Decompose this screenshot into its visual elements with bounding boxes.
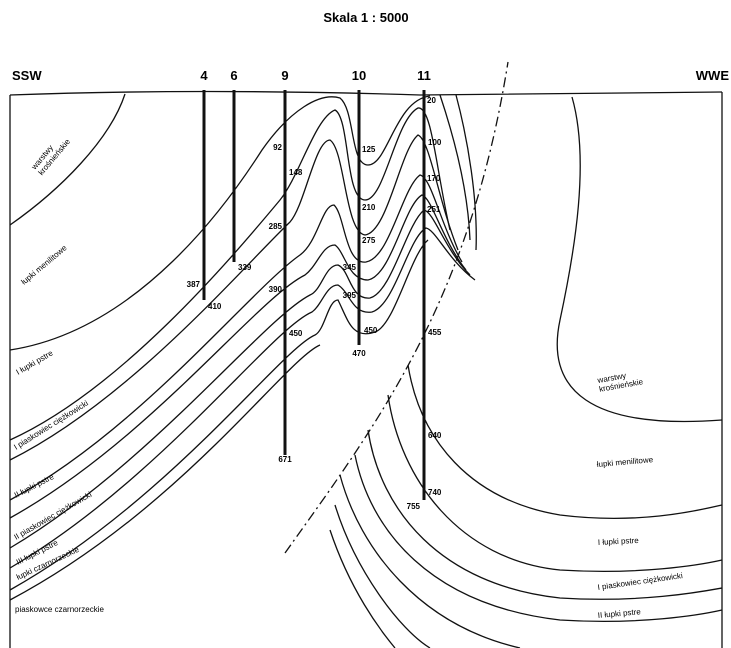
layer-label: II piaskowiec ciężkowicki bbox=[13, 490, 94, 542]
layer-label: I piaskowiec ciężkowicki bbox=[12, 398, 90, 451]
direction-left: SSW bbox=[12, 68, 42, 83]
depth-label: 390 bbox=[269, 285, 283, 294]
layer-label: warstwykrośnieńskie bbox=[596, 368, 644, 394]
depth-label: 92 bbox=[273, 143, 282, 152]
layer-label-line: II piaskowiec ciężkowicki bbox=[13, 490, 94, 542]
layer-label: łupki menilitowe bbox=[596, 455, 654, 469]
depth-label: 100 bbox=[428, 138, 442, 147]
depth-label: 148 bbox=[289, 168, 303, 177]
layer-label-line: piaskowce czarnorzeckie bbox=[15, 605, 104, 614]
layer-label: warstwykrośnieńskie bbox=[29, 131, 72, 178]
layer-label-line: łupki menilitowe bbox=[20, 243, 69, 287]
layer-label-line: I piaskowiec ciężkowicki bbox=[597, 571, 683, 592]
depth-label: 450 bbox=[364, 326, 378, 335]
layer-label-line: I piaskowiec ciężkowicki bbox=[12, 398, 90, 451]
layer-label: I łupki pstre bbox=[598, 536, 640, 547]
depth-label: 387 bbox=[187, 280, 201, 289]
depth-label: 20 bbox=[427, 96, 436, 105]
layer-label-line: II łupki pstre bbox=[597, 607, 641, 620]
well-label: 6 bbox=[230, 68, 237, 83]
title: Skala 1 : 5000 bbox=[323, 10, 408, 25]
depth-label: 339 bbox=[238, 263, 252, 272]
depth-label: 125 bbox=[362, 145, 376, 154]
layer-label-line: I łupki pstre bbox=[598, 536, 640, 547]
cross-section: Skala 1 : 5000 SSW WWE 4 387 410 6 339 9 92 148… bbox=[0, 0, 731, 648]
layer-label-line: II łupki pstre bbox=[13, 472, 56, 500]
well-label: 11 bbox=[417, 68, 431, 83]
direction-right: WWE bbox=[696, 68, 730, 83]
depth-label: 170 bbox=[427, 174, 441, 183]
layer-label: II łupki pstre bbox=[597, 607, 641, 620]
depth-label: 470 bbox=[352, 349, 366, 358]
depth-label: 410 bbox=[208, 302, 222, 311]
depth-label: 395 bbox=[343, 291, 357, 300]
depth-label: 455 bbox=[428, 328, 442, 337]
depth-label: 450 bbox=[289, 329, 303, 338]
layer-label: I piaskowiec ciężkowicki bbox=[597, 571, 683, 592]
depth-label: 275 bbox=[362, 236, 376, 245]
depth-label: 640 bbox=[428, 431, 442, 440]
layer-label-line: I łupki pstre bbox=[15, 348, 55, 377]
depth-label: 251 bbox=[427, 205, 441, 214]
depth-label: 755 bbox=[407, 502, 421, 511]
depth-label: 671 bbox=[278, 455, 292, 464]
depth-label: 345 bbox=[343, 263, 357, 272]
layer-label-line: łupki menilitowe bbox=[596, 455, 654, 469]
depth-label: 210 bbox=[362, 203, 376, 212]
layer-label: piaskowce czarnorzeckie bbox=[15, 605, 104, 614]
layer-label: łupki menilitowe bbox=[20, 243, 69, 287]
layer-label: I łupki pstre bbox=[15, 348, 55, 377]
depth-label: 740 bbox=[428, 488, 442, 497]
depth-label: 285 bbox=[269, 222, 283, 231]
well-label: 4 bbox=[200, 68, 208, 83]
layer-label: II łupki pstre bbox=[13, 472, 56, 500]
well-label: 9 bbox=[281, 68, 288, 83]
well-label: 10 bbox=[352, 68, 366, 83]
